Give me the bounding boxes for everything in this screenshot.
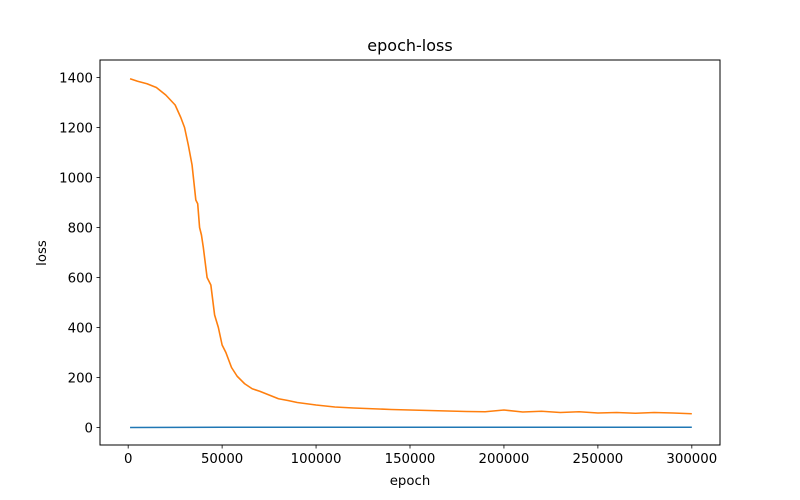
y-tick-label: 1400 xyxy=(59,72,93,87)
y-tick-label: 1000 xyxy=(59,172,93,187)
y-tick-label: 1200 xyxy=(59,122,93,137)
x-axis-label: epoch xyxy=(390,474,431,489)
chart-title: epoch-loss xyxy=(367,36,452,55)
series-line-2 xyxy=(129,77,692,415)
x-tick-label: 300000 xyxy=(666,452,717,467)
y-tick-label: 0 xyxy=(85,422,93,437)
x-axis: 0 50000 100000 150000 200000 250000 300000 xyxy=(124,445,717,467)
y-tick-label: 400 xyxy=(68,322,93,337)
x-tick-label: 50000 xyxy=(201,452,243,467)
x-tick-label: 250000 xyxy=(572,452,623,467)
y-tick-label: 800 xyxy=(68,222,93,237)
x-tick-label: 200000 xyxy=(479,452,530,467)
y-tick-label: 200 xyxy=(68,372,93,387)
x-tick-label: 150000 xyxy=(385,452,436,467)
y-tick-label: 600 xyxy=(68,272,93,287)
x-tick-label: 0 xyxy=(124,452,132,467)
y-axis-label: loss xyxy=(35,240,50,266)
series-layer xyxy=(129,77,692,429)
x-tick-label: 100000 xyxy=(291,452,342,467)
y-axis: 0 200 400 600 800 1000 1200 1400 xyxy=(59,72,100,437)
